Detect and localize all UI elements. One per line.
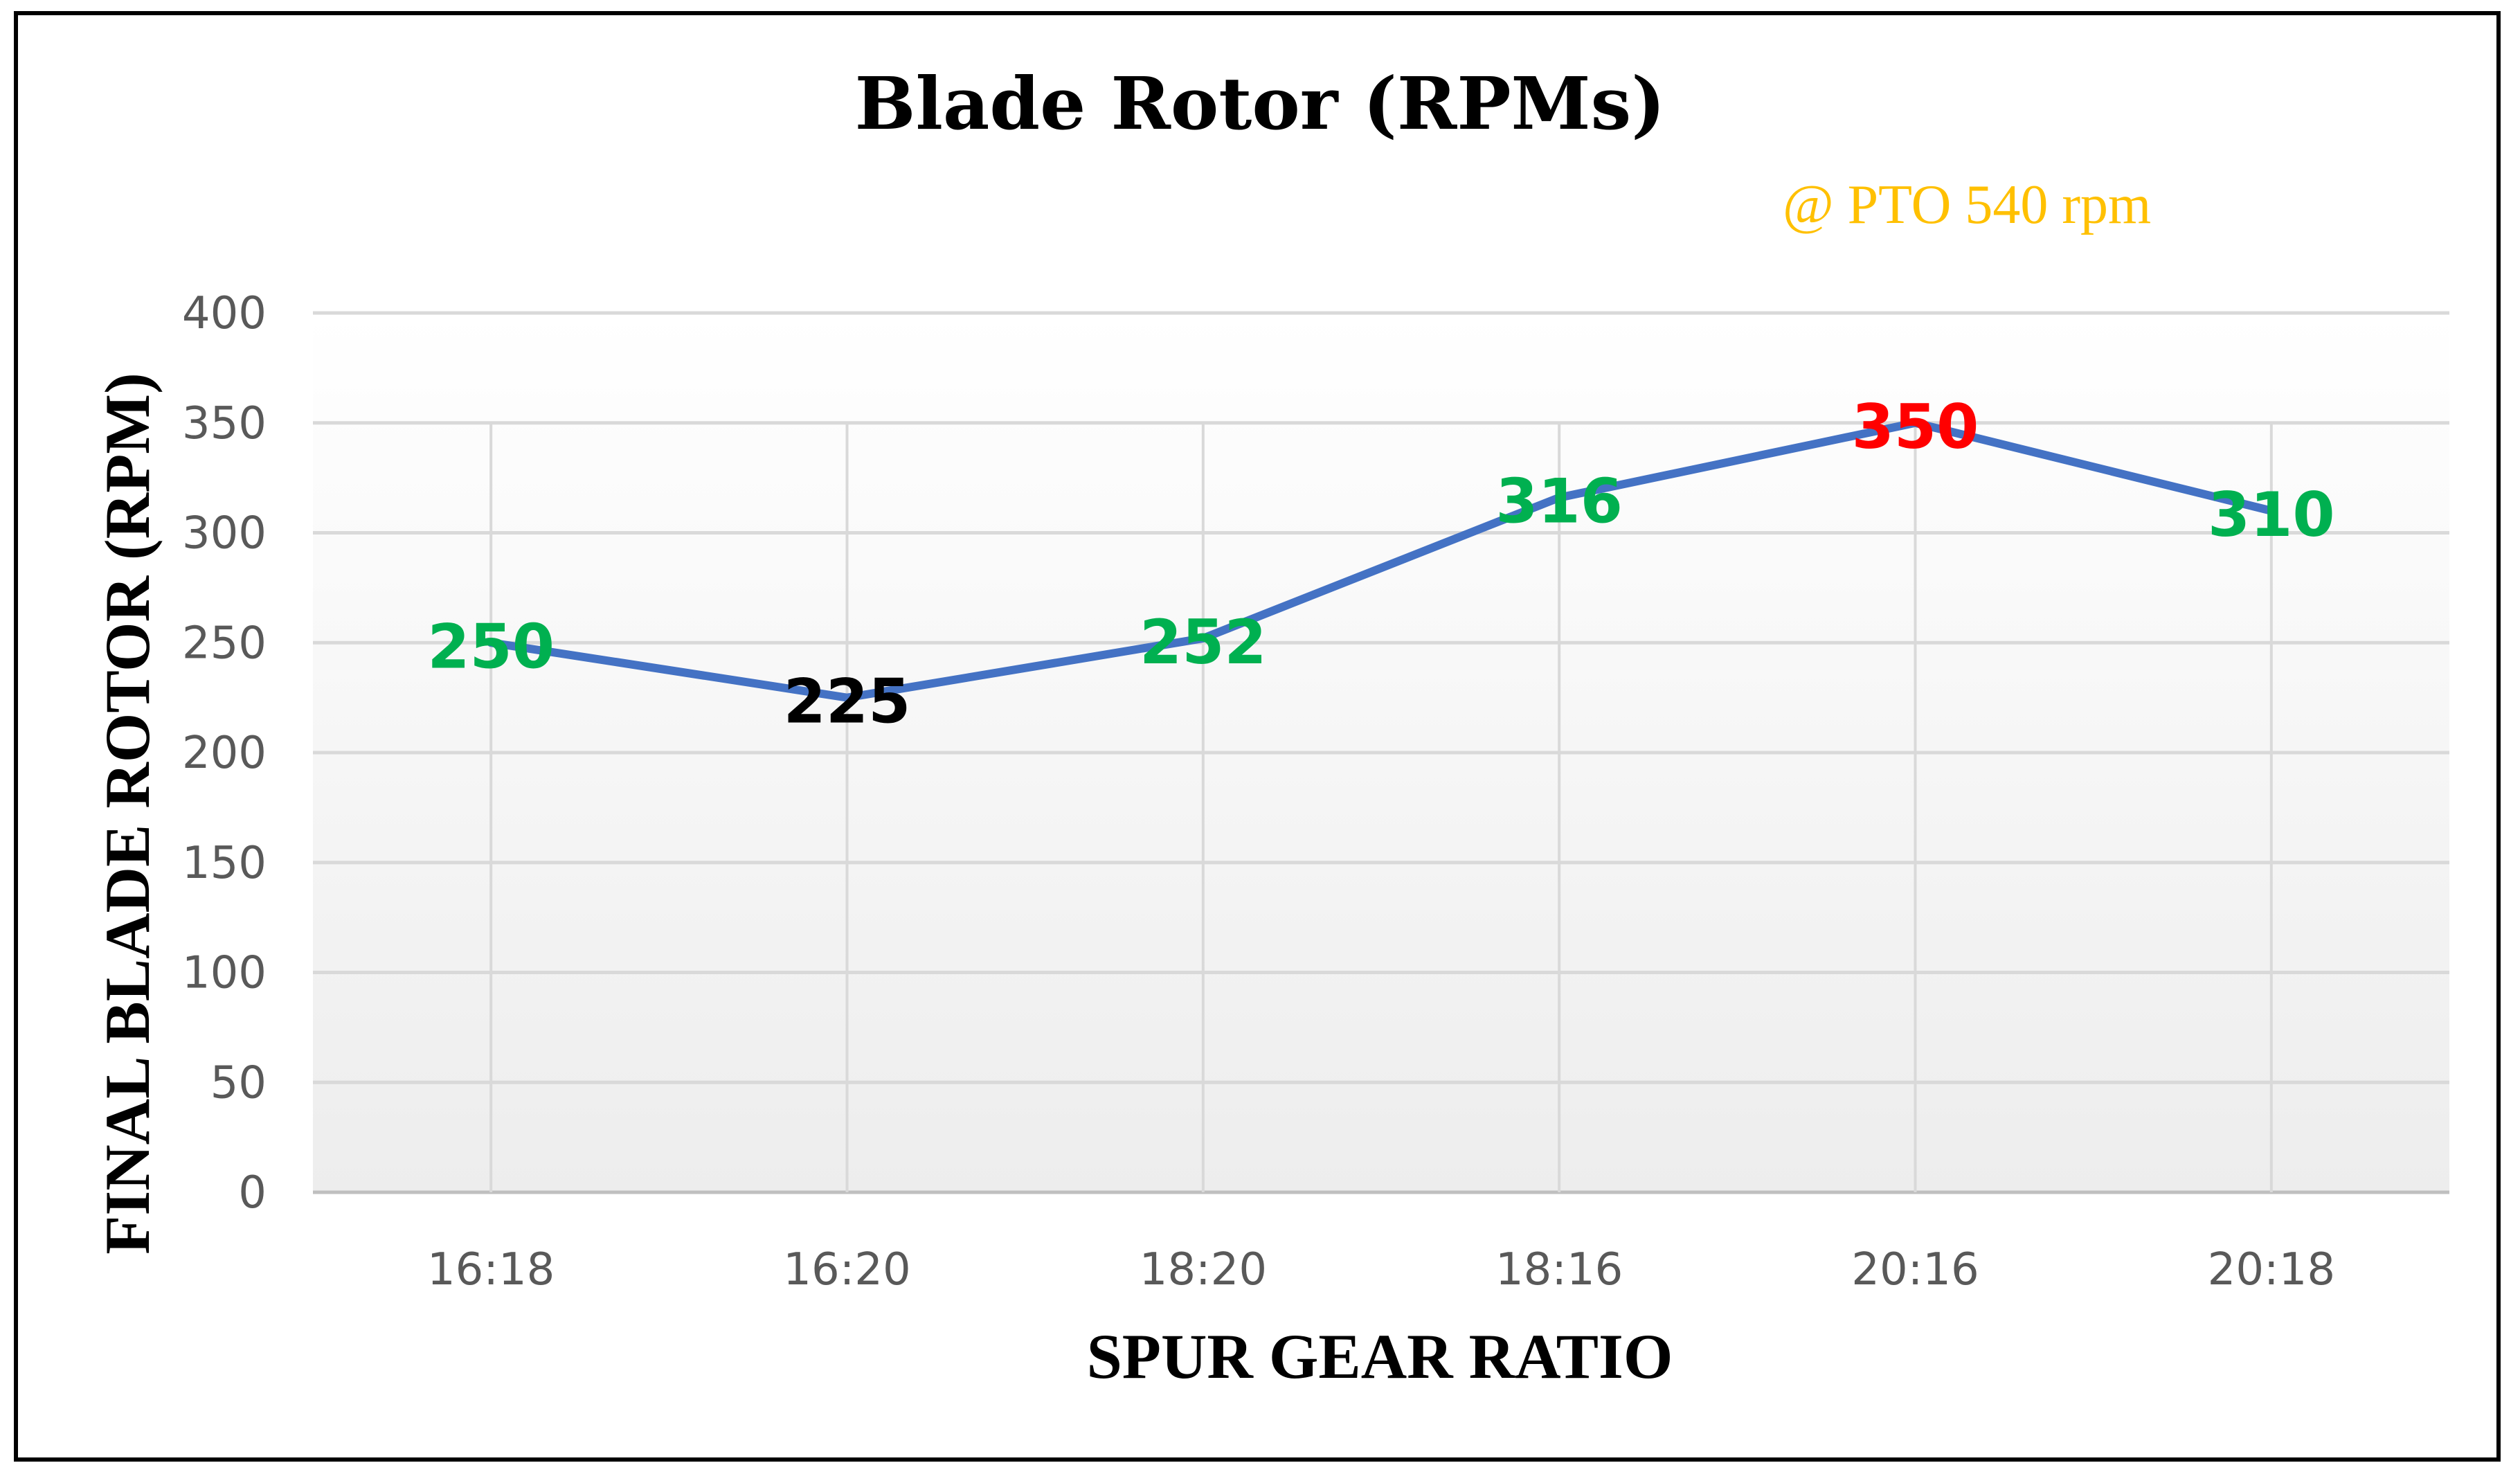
y-axis-ticks: 0 50 100 150 200 250 300 350 400 — [182, 288, 267, 1219]
y-tick-label: 400 — [182, 288, 267, 339]
data-point — [490, 642, 492, 644]
data-point — [2270, 510, 2272, 512]
data-label: 225 — [784, 666, 911, 737]
x-tick-label: 18:16 — [1495, 1244, 1623, 1295]
y-tick-label: 100 — [182, 948, 267, 999]
data-label: 252 — [1140, 607, 1267, 678]
y-tick-label: 200 — [182, 728, 267, 779]
data-label: 350 — [1852, 391, 1979, 463]
series-line — [487, 418, 2276, 702]
y-tick-label: 300 — [182, 508, 267, 559]
data-label: 250 — [427, 611, 555, 682]
data-point — [1914, 422, 1916, 424]
y-tick-label: 150 — [182, 838, 267, 889]
y-tick-label: 0 — [238, 1167, 267, 1219]
gridlines — [313, 311, 2449, 1194]
x-axis-ticks: 16:18 16:20 18:20 18:16 20:16 20:18 — [427, 1244, 2335, 1295]
x-tick-label: 20:16 — [1851, 1244, 1979, 1295]
x-axis-title: SPUR GEAR RATIO — [1087, 1321, 1673, 1392]
data-label: 316 — [1495, 466, 1623, 537]
chart-title: Blade Rotor (RPMs) — [855, 61, 1666, 146]
x-tick-label: 16:20 — [783, 1244, 910, 1295]
data-point — [846, 697, 848, 699]
data-point — [1202, 637, 1204, 639]
pto-annotation: @ PTO 540 rpm — [1783, 174, 2151, 235]
y-tick-label: 250 — [182, 618, 267, 669]
x-tick-label: 18:20 — [1140, 1244, 1267, 1295]
series-line-layer — [487, 418, 2276, 702]
data-point — [1558, 496, 1560, 499]
x-tick-label: 20:18 — [2208, 1244, 2335, 1295]
y-axis-title: FINAL BLADE ROTOR (RPM) — [92, 373, 163, 1255]
x-tick-label: 16:18 — [427, 1244, 555, 1295]
data-labels: 250 225 252 316 350 310 — [427, 391, 2334, 737]
y-tick-label: 350 — [182, 398, 267, 449]
y-tick-label: 50 — [210, 1057, 267, 1108]
data-label: 310 — [2208, 479, 2335, 550]
